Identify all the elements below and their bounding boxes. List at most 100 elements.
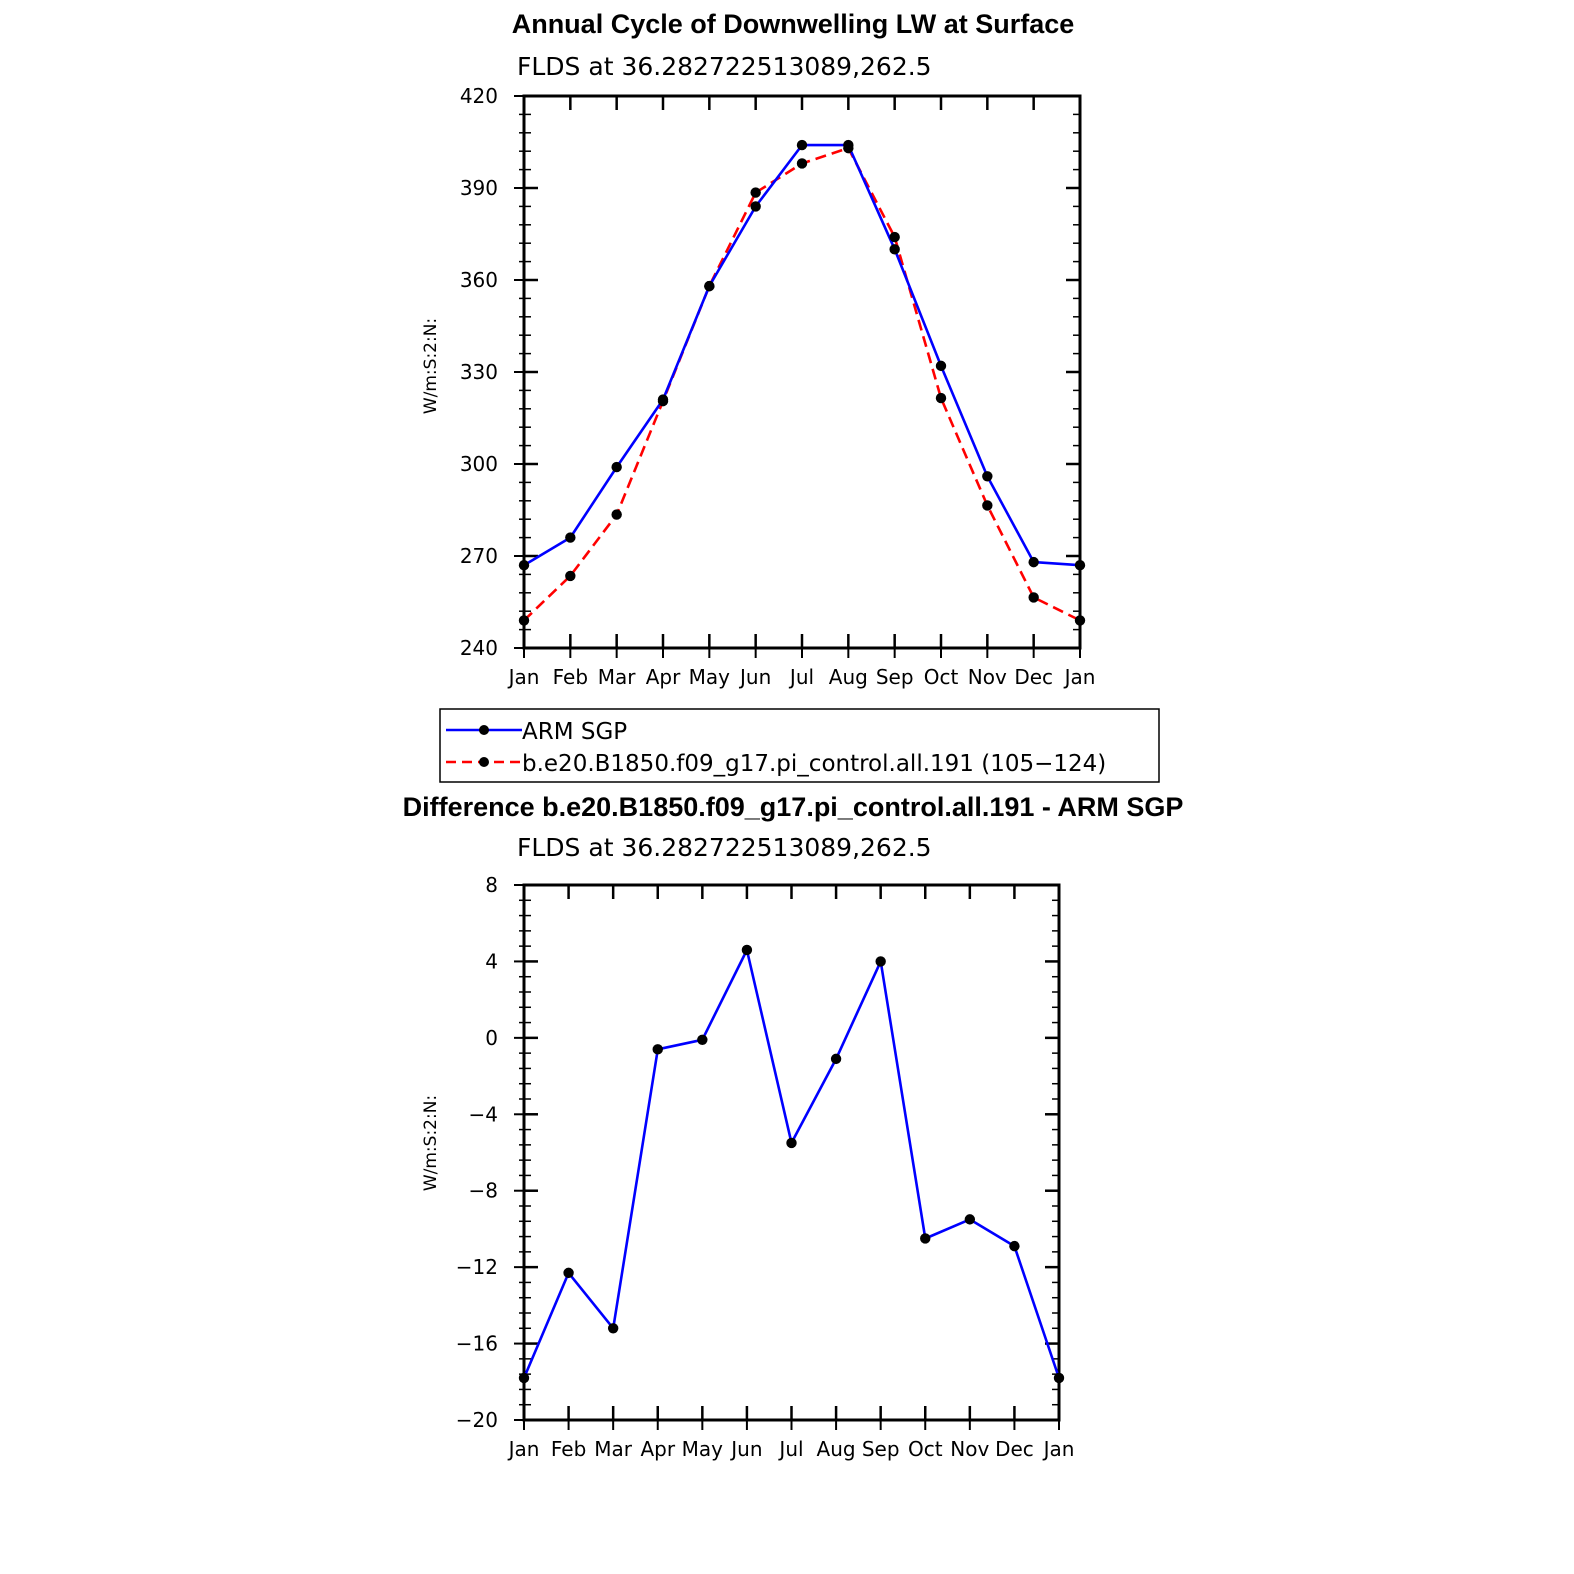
legend-entry-arm-sgp: ARM SGP [522, 719, 627, 745]
x-tick-label: Feb [553, 665, 588, 689]
data-point-0 [741, 944, 753, 956]
data-point-0 [652, 1044, 663, 1055]
x-tick-label: Nov [950, 1437, 989, 1461]
legend-marker-model [479, 757, 489, 767]
series-line-1 [523, 146, 1081, 622]
y-tick-label: 330 [460, 360, 498, 384]
x-tick-label: May [682, 1437, 724, 1461]
data-point-0 [1053, 1372, 1065, 1384]
data-point-1 [611, 509, 622, 520]
data-point-0 [935, 360, 947, 372]
y-tick-label: 420 [460, 84, 498, 108]
data-point-0 [875, 956, 886, 967]
y-tick-label: −16 [456, 1332, 498, 1356]
series-line-0 [522, 948, 1061, 1379]
x-tick-label: Jan [1063, 665, 1096, 689]
y-tick-label: −20 [456, 1408, 498, 1432]
x-tick-label: Aug [829, 665, 868, 689]
chart-title: Annual Cycle of Downwelling LW at Surfac… [512, 9, 1075, 39]
data-point-1 [704, 280, 715, 292]
data-point-0 [786, 1137, 797, 1149]
x-tick-label: Apr [646, 665, 681, 689]
data-point-1 [565, 570, 576, 582]
x-tick-label: May [689, 665, 731, 689]
data-point-1 [1028, 592, 1039, 603]
data-point-0 [889, 244, 900, 255]
plot-series [518, 944, 1065, 1384]
x-tick-label: Apr [640, 1437, 675, 1461]
legend-marker-arm-sgp [479, 725, 489, 735]
data-point-0 [1074, 560, 1086, 571]
x-tick-label: Jul [788, 665, 814, 689]
data-point-1 [518, 615, 530, 626]
data-point-0 [1009, 1240, 1020, 1252]
plot-axes: Jan Feb Mar Apr May Jun Jul Aug Sep Oct Nov Dec Jan−… [456, 873, 1075, 1461]
y-tick-label: 270 [460, 544, 498, 568]
x-tick-label: Jan [507, 1437, 540, 1461]
y-axis-label: W/m:S:2:N: [421, 1095, 441, 1191]
x-tick-label: Dec [995, 1437, 1034, 1461]
data-point-1 [889, 231, 900, 243]
x-tick-label: Oct [908, 1437, 943, 1461]
data-point-1 [657, 395, 669, 407]
x-tick-label: Jan [507, 665, 540, 689]
data-point-0 [1028, 556, 1039, 568]
data-point-0 [518, 560, 530, 571]
data-point-0 [518, 1372, 530, 1384]
data-point-0 [830, 1053, 842, 1065]
x-tick-label: Mar [598, 665, 637, 689]
data-point-1 [1074, 615, 1086, 626]
y-tick-label: 300 [460, 452, 498, 476]
x-tick-label: Mar [594, 1437, 633, 1461]
x-tick-label: Dec [1014, 665, 1053, 689]
difference-panel: Difference b.e20.B1850.f09_g17.pi_contro… [403, 792, 1184, 1461]
y-tick-label: 4 [485, 949, 498, 973]
data-point-0 [982, 471, 993, 482]
y-tick-label: −8 [469, 1179, 498, 1203]
y-tick-label: 360 [460, 268, 498, 292]
plot-axes: Jan Feb Mar Apr May Jun Jul Aug Sep Oct Nov Dec Jan 2… [460, 84, 1096, 689]
x-tick-label: Nov [968, 665, 1007, 689]
plot-series [518, 139, 1086, 626]
data-point-0 [920, 1233, 931, 1244]
data-point-1 [750, 187, 761, 198]
plot-frame [522, 94, 1082, 650]
x-tick-label: Jun [738, 665, 771, 689]
x-tick-label: Oct [924, 665, 959, 689]
data-point-0 [611, 461, 622, 473]
data-point-0 [750, 201, 761, 212]
data-point-0 [563, 1267, 574, 1279]
x-tick-label: Jul [777, 1437, 803, 1461]
y-tick-label: 390 [460, 176, 498, 200]
y-tick-label: −12 [456, 1255, 498, 1279]
x-tick-label: Feb [551, 1437, 586, 1461]
data-point-1 [796, 158, 808, 169]
data-point-0 [796, 139, 808, 151]
legend: ARM SGP b.e20.B1850.f09_g17.pi_control.a… [439, 708, 1160, 783]
annual-cycle-panel: Annual Cycle of Downwelling LW at Surfac… [421, 9, 1095, 689]
legend-entry-model: b.e20.B1850.f09_g17.pi_control.all.191 (… [522, 751, 1106, 777]
data-point-0 [607, 1323, 619, 1334]
x-tick-label: Jan [1042, 1437, 1075, 1461]
y-tick-label: −4 [469, 1102, 498, 1126]
data-point-0 [964, 1214, 976, 1225]
series-line-0 [523, 143, 1081, 567]
chart-subtitle: FLDS at 36.282722513089,262.5 [517, 833, 932, 862]
data-point-0 [697, 1034, 708, 1045]
legend-box [439, 708, 1160, 783]
plot-frame [522, 883, 1061, 1422]
data-point-1 [982, 500, 993, 511]
x-tick-label: Sep [876, 665, 914, 689]
x-tick-label: Jun [729, 1437, 762, 1461]
y-tick-label: 8 [485, 873, 498, 897]
chart-subtitle: FLDS at 36.282722513089,262.5 [517, 52, 932, 81]
y-axis-label: W/m:S:2:N: [421, 318, 441, 414]
y-tick-label: 0 [485, 1026, 498, 1050]
data-point-0 [565, 532, 576, 543]
data-point-1 [935, 392, 947, 404]
x-tick-label: Sep [862, 1437, 900, 1461]
y-tick-label: 240 [460, 636, 498, 660]
chart-title: Difference b.e20.B1850.f09_g17.pi_contro… [403, 792, 1184, 822]
data-point-1 [843, 142, 854, 154]
